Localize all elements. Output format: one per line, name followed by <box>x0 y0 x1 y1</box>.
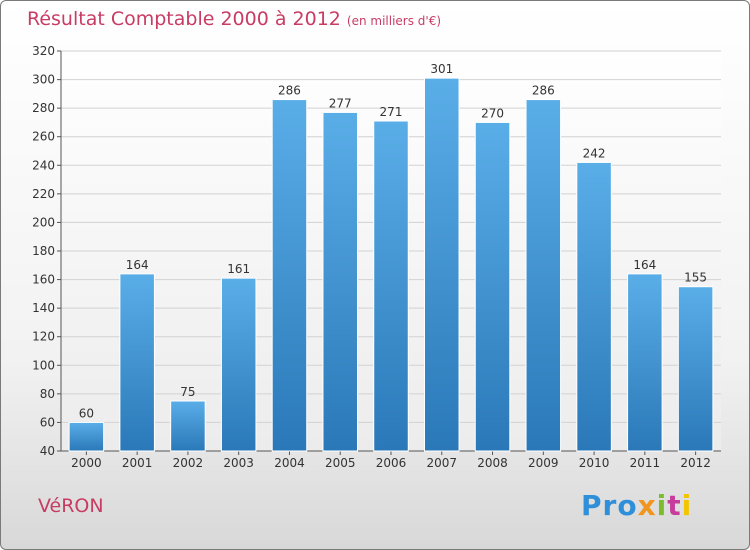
y-tick-label: 320 <box>32 44 55 58</box>
y-tick-label: 100 <box>32 358 55 372</box>
y-tick-label: 60 <box>40 415 55 429</box>
proxiti-logo: Proxiti <box>581 489 693 522</box>
bar-2001 <box>119 273 155 452</box>
data-label-2008: 270 <box>481 106 504 120</box>
data-label-2005: 277 <box>329 96 352 110</box>
data-label-2006: 271 <box>380 105 403 119</box>
y-tick-label: 40 <box>40 444 55 458</box>
y-tick-label: 120 <box>32 330 55 344</box>
y-tick-label: 240 <box>32 158 55 172</box>
data-label-2012: 155 <box>684 271 707 285</box>
x-tick-label-2010: 2010 <box>579 456 610 470</box>
y-tick-label: 160 <box>32 273 55 287</box>
x-tick-label-2005: 2005 <box>325 456 356 470</box>
x-tick-label-2006: 2006 <box>376 456 407 470</box>
bar-2011 <box>627 273 663 452</box>
x-tick-label-2012: 2012 <box>680 456 711 470</box>
data-label-2009: 286 <box>532 84 555 98</box>
chart-title: Résultat Comptable 2000 à 2012 (en millie… <box>27 8 441 30</box>
y-tick-label: 260 <box>32 130 55 144</box>
title-text: Résultat Comptable 2000 à 2012 <box>27 8 341 30</box>
x-tick-label-2007: 2007 <box>426 456 457 470</box>
y-tick-label: 180 <box>32 244 55 258</box>
bar-2012 <box>677 286 714 452</box>
bar-2006 <box>373 120 409 452</box>
bar-2005 <box>322 111 358 452</box>
bar-2004 <box>271 99 308 452</box>
chart-subtitle: (en milliers d'€) <box>346 14 442 28</box>
y-tick-label: 140 <box>32 301 55 315</box>
data-label-2004: 286 <box>278 84 301 98</box>
bar-2007 <box>424 77 460 452</box>
bar-2002 <box>170 400 206 452</box>
x-tick-label-2002: 2002 <box>173 456 204 470</box>
x-tick-label-2003: 2003 <box>223 456 254 470</box>
x-tick-label-2009: 2009 <box>528 456 559 470</box>
data-label-2010: 242 <box>583 146 606 160</box>
x-tick-label-2008: 2008 <box>477 456 508 470</box>
x-tick-label-2001: 2001 <box>122 456 153 470</box>
data-label-2001: 164 <box>126 258 149 272</box>
y-tick-label: 200 <box>32 215 55 229</box>
y-tick-label: 80 <box>40 387 55 401</box>
bar-2009 <box>525 99 562 452</box>
x-tick-label-2011: 2011 <box>630 456 661 470</box>
x-tick-label-2000: 2000 <box>71 456 102 470</box>
data-label-2011: 164 <box>633 258 656 272</box>
data-label-2000: 60 <box>79 406 94 420</box>
bar-2003 <box>220 277 257 452</box>
y-tick-label: 300 <box>32 73 55 87</box>
y-tick-label: 280 <box>32 101 55 115</box>
data-label-2002: 75 <box>180 385 195 399</box>
bar-2010 <box>576 161 612 452</box>
x-tick-label-2004: 2004 <box>274 456 305 470</box>
data-label-2003: 161 <box>227 262 250 276</box>
town-name: VéRON <box>38 495 104 517</box>
bar-2008 <box>474 121 511 452</box>
y-tick-label: 220 <box>32 187 55 201</box>
data-label-2007: 301 <box>430 62 453 76</box>
bar-2000 <box>68 421 105 452</box>
